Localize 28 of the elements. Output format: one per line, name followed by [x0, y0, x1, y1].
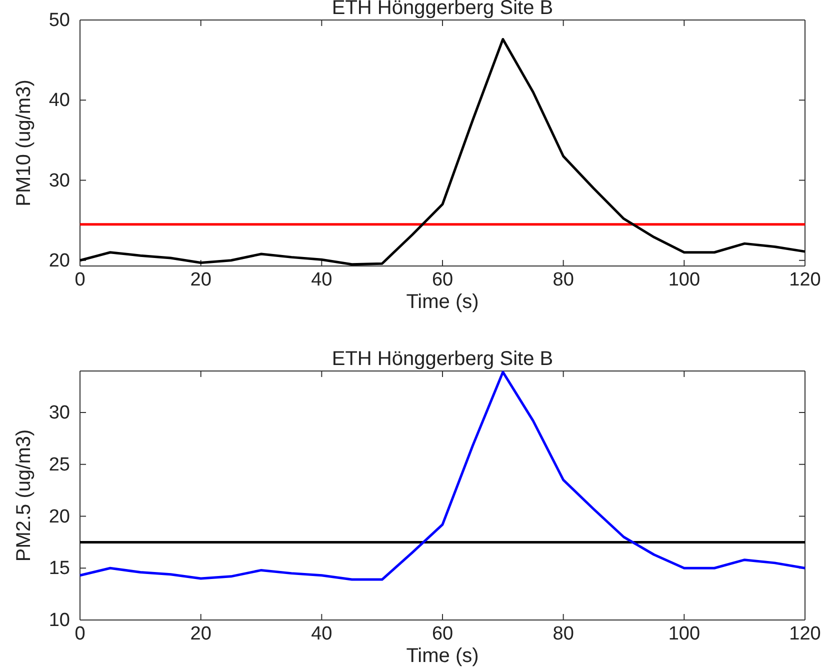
- y-tick-label: 20: [48, 250, 70, 272]
- x-tick-label: 60: [432, 269, 454, 290]
- x-tick-label: 20: [190, 623, 212, 644]
- x-axis-title: Time (s): [406, 645, 479, 667]
- x-tick-label: 80: [552, 269, 574, 290]
- y-tick-label: 30: [48, 170, 70, 192]
- x-tick-label: 100: [668, 623, 700, 644]
- y-tick-label: 10: [48, 610, 70, 632]
- y-tick-label: 30: [48, 402, 70, 424]
- y-tick-label: 40: [48, 90, 70, 112]
- x-tick-label: 0: [74, 623, 86, 644]
- x-tick-label: 40: [311, 269, 332, 290]
- x-tick-label: 80: [552, 623, 574, 644]
- y-tick-label: 15: [48, 558, 70, 580]
- x-tick-label: 0: [74, 269, 86, 290]
- x-axis-title: Time (s): [406, 291, 479, 313]
- y-axis-title: PM2.5 (ug/m3): [13, 429, 35, 562]
- x-tick-label: 60: [432, 623, 454, 644]
- x-tick-label: 40: [311, 623, 332, 644]
- x-tick-label: 120: [789, 623, 821, 644]
- y-tick-label: 50: [48, 10, 70, 32]
- x-tick-label: 120: [789, 269, 821, 290]
- y-tick-label: 20: [48, 506, 70, 528]
- x-tick-label: 100: [668, 269, 700, 290]
- y-axis-title: PM10 (ug/m3): [13, 80, 35, 206]
- chart-title: ETH Hönggerberg Site B: [332, 348, 554, 370]
- x-tick-label: 20: [190, 269, 212, 290]
- y-tick-label: 25: [48, 454, 70, 476]
